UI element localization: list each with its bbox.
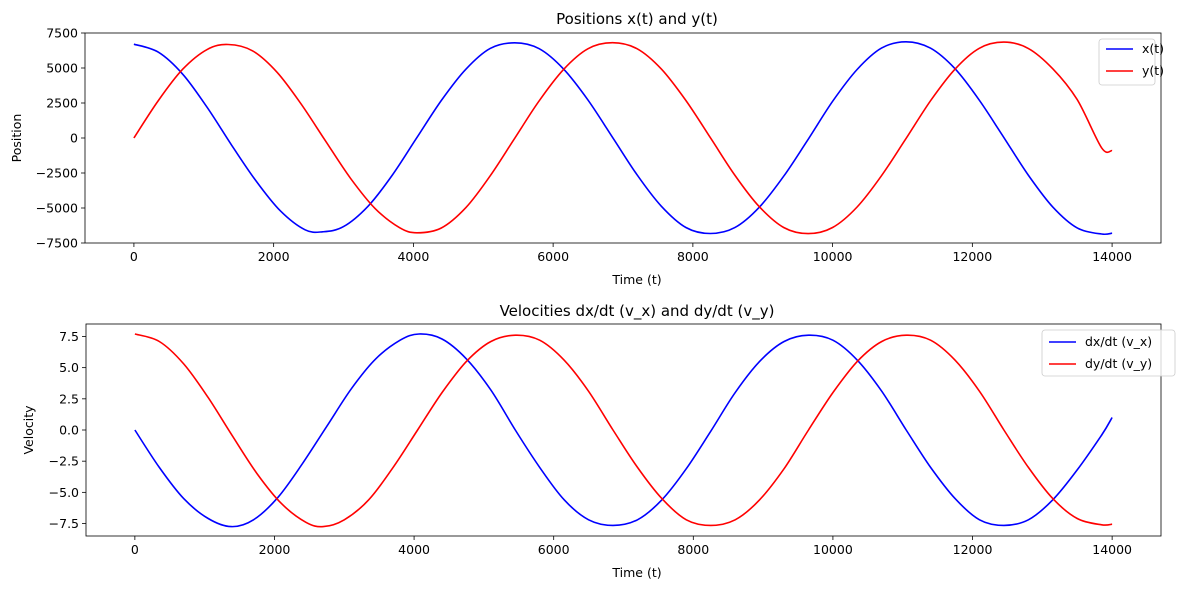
legend-label-vy: dy/dt (v_y) <box>1085 356 1152 371</box>
x-ticks: 0 2000 4000 6000 8000 10000 12000 14000 <box>130 243 1132 264</box>
positions-subplot: Positions x(t) and y(t) Time (t) Positio… <box>9 10 1164 287</box>
x-axis-label: Time (t) <box>611 272 661 287</box>
series-line-blue <box>134 333 1113 528</box>
x-tick-label: 0 <box>130 249 138 264</box>
y-tick-label: −2500 <box>36 166 78 181</box>
plot-lines <box>134 333 1113 528</box>
x-tick-label: 14000 <box>1092 542 1132 557</box>
x-tick-label: 6000 <box>537 249 569 264</box>
y-tick-label: −2.5 <box>49 454 79 469</box>
x-tick-label: 14000 <box>1092 249 1132 264</box>
y-tick-label: 7500 <box>46 26 78 41</box>
y-tick-label: 2.5 <box>59 391 79 406</box>
y-tick-label: −5000 <box>36 201 78 216</box>
y-ticks: 7.5 5.0 2.5 0.0 −2.5 −5.0 −7.5 <box>49 329 86 531</box>
legend-box <box>1098 38 1156 86</box>
legend: x(t) y(t) <box>1098 38 1164 86</box>
x-tick-label: 12000 <box>953 542 993 557</box>
legend-label-y: y(t) <box>1142 63 1164 78</box>
axes-frame <box>85 323 1162 537</box>
x-tick-label: 12000 <box>952 249 992 264</box>
x-ticks: 0 2000 4000 6000 8000 10000 12000 14000 <box>131 536 1132 557</box>
y-axis-label: Position <box>9 114 24 163</box>
x-tick-label: 10000 <box>813 542 853 557</box>
plot-lines <box>133 41 1113 236</box>
y-tick-label: −5.0 <box>49 485 79 500</box>
series-line-red <box>134 333 1113 528</box>
legend-label-x: x(t) <box>1142 41 1164 56</box>
y-tick-label: 2500 <box>46 96 78 111</box>
legend-label-vx: dx/dt (v_x) <box>1085 334 1152 349</box>
series-line-red <box>133 41 1113 235</box>
x-tick-label: 4000 <box>397 249 429 264</box>
x-tick-label: 0 <box>131 542 139 557</box>
x-tick-label: 10000 <box>813 249 853 264</box>
x-tick-label: 2000 <box>258 249 290 264</box>
x-tick-label: 8000 <box>677 542 709 557</box>
y-tick-label: −7.5 <box>49 516 79 531</box>
y-tick-label: 0 <box>70 131 78 146</box>
x-axis-label: Time (t) <box>611 565 661 580</box>
y-tick-label: −7500 <box>36 236 78 251</box>
velocities-subplot: Velocities dx/dt (v_x) and dy/dt (v_y) T… <box>21 302 1176 580</box>
y-ticks: 7500 5000 2500 0 −2500 −5000 −7500 <box>36 26 85 251</box>
x-tick-label: 6000 <box>538 542 570 557</box>
y-axis-label: Velocity <box>21 405 36 455</box>
chart-title: Positions x(t) and y(t) <box>556 10 718 28</box>
y-tick-label: 7.5 <box>59 329 79 344</box>
chart-title: Velocities dx/dt (v_x) and dy/dt (v_y) <box>500 302 775 321</box>
y-tick-label: 0.0 <box>59 423 79 438</box>
x-tick-label: 2000 <box>259 542 291 557</box>
y-tick-label: 5.0 <box>59 360 79 375</box>
y-tick-label: 5000 <box>46 61 78 76</box>
x-tick-label: 4000 <box>398 542 430 557</box>
legend: dx/dt (v_x) dy/dt (v_y) <box>1041 329 1176 377</box>
x-tick-label: 8000 <box>677 249 709 264</box>
series-line-blue <box>133 41 1113 236</box>
axes-frame <box>84 32 1162 244</box>
